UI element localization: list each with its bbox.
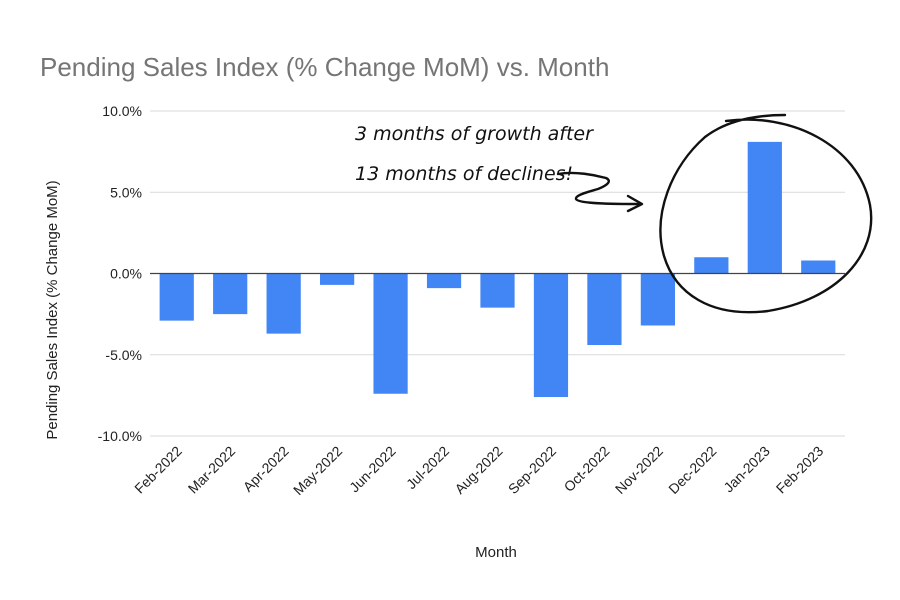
y-tick-label: -10.0%	[98, 428, 142, 444]
bar-mar-2022	[213, 273, 248, 315]
x-tick-label: Dec-2022	[665, 443, 719, 497]
x-tick-label: Jan-2023	[720, 443, 773, 496]
y-tick-label: 5.0%	[110, 184, 142, 200]
gridlines	[150, 110, 845, 437]
bar-jun-2022	[373, 273, 408, 394]
x-axis-label: Month	[475, 544, 517, 561]
bar-oct-2022	[587, 273, 622, 345]
bar-dec-2022	[694, 257, 729, 274]
bar-apr-2022	[266, 273, 301, 334]
x-tick-label: Oct-2022	[561, 443, 613, 495]
annotation-line-1: 3 months of growth after	[355, 123, 594, 145]
bar-feb-2022	[159, 273, 194, 321]
annotation-circle	[659, 113, 873, 314]
x-tick-label: Nov-2022	[612, 443, 666, 497]
bar-jul-2022	[426, 273, 462, 289]
bar-jan-2023	[747, 141, 782, 274]
annotation-arrow-head	[626, 194, 644, 213]
x-tick-label: Jul-2022	[403, 443, 452, 492]
x-tick-label: Feb-2022	[131, 443, 185, 497]
x-tick-label: Feb-2023	[773, 443, 827, 497]
annotation-arrow	[556, 171, 642, 206]
x-tick-label: Sep-2022	[505, 443, 559, 497]
annotation-line-2: 13 months of declines!	[355, 163, 573, 185]
x-tick-label: May-2022	[290, 443, 345, 498]
y-tick-label: 0.0%	[110, 266, 142, 282]
bar-nov-2022	[640, 273, 675, 326]
bars	[159, 141, 836, 397]
bar-sep-2022	[533, 273, 569, 397]
bar-feb-2023	[801, 260, 836, 274]
y-tick-label: -5.0%	[105, 347, 142, 363]
y-tick-label: 10.0%	[102, 103, 142, 119]
bar-may-2022	[320, 273, 355, 285]
y-axis-label: Pending Sales Index (% Change MoM)	[44, 180, 61, 439]
bar-aug-2022	[480, 273, 515, 308]
x-tick-label: Apr-2022	[240, 443, 292, 495]
y-axis-ticks: 10.0% 5.0% 0.0% -5.0% -10.0%	[98, 103, 142, 444]
x-tick-label: Jun-2022	[346, 443, 399, 496]
x-tick-label: Aug-2022	[451, 443, 505, 497]
x-tick-label: Mar-2022	[185, 443, 239, 497]
chart-title: Pending Sales Index (% Change MoM) vs. M…	[40, 52, 609, 82]
